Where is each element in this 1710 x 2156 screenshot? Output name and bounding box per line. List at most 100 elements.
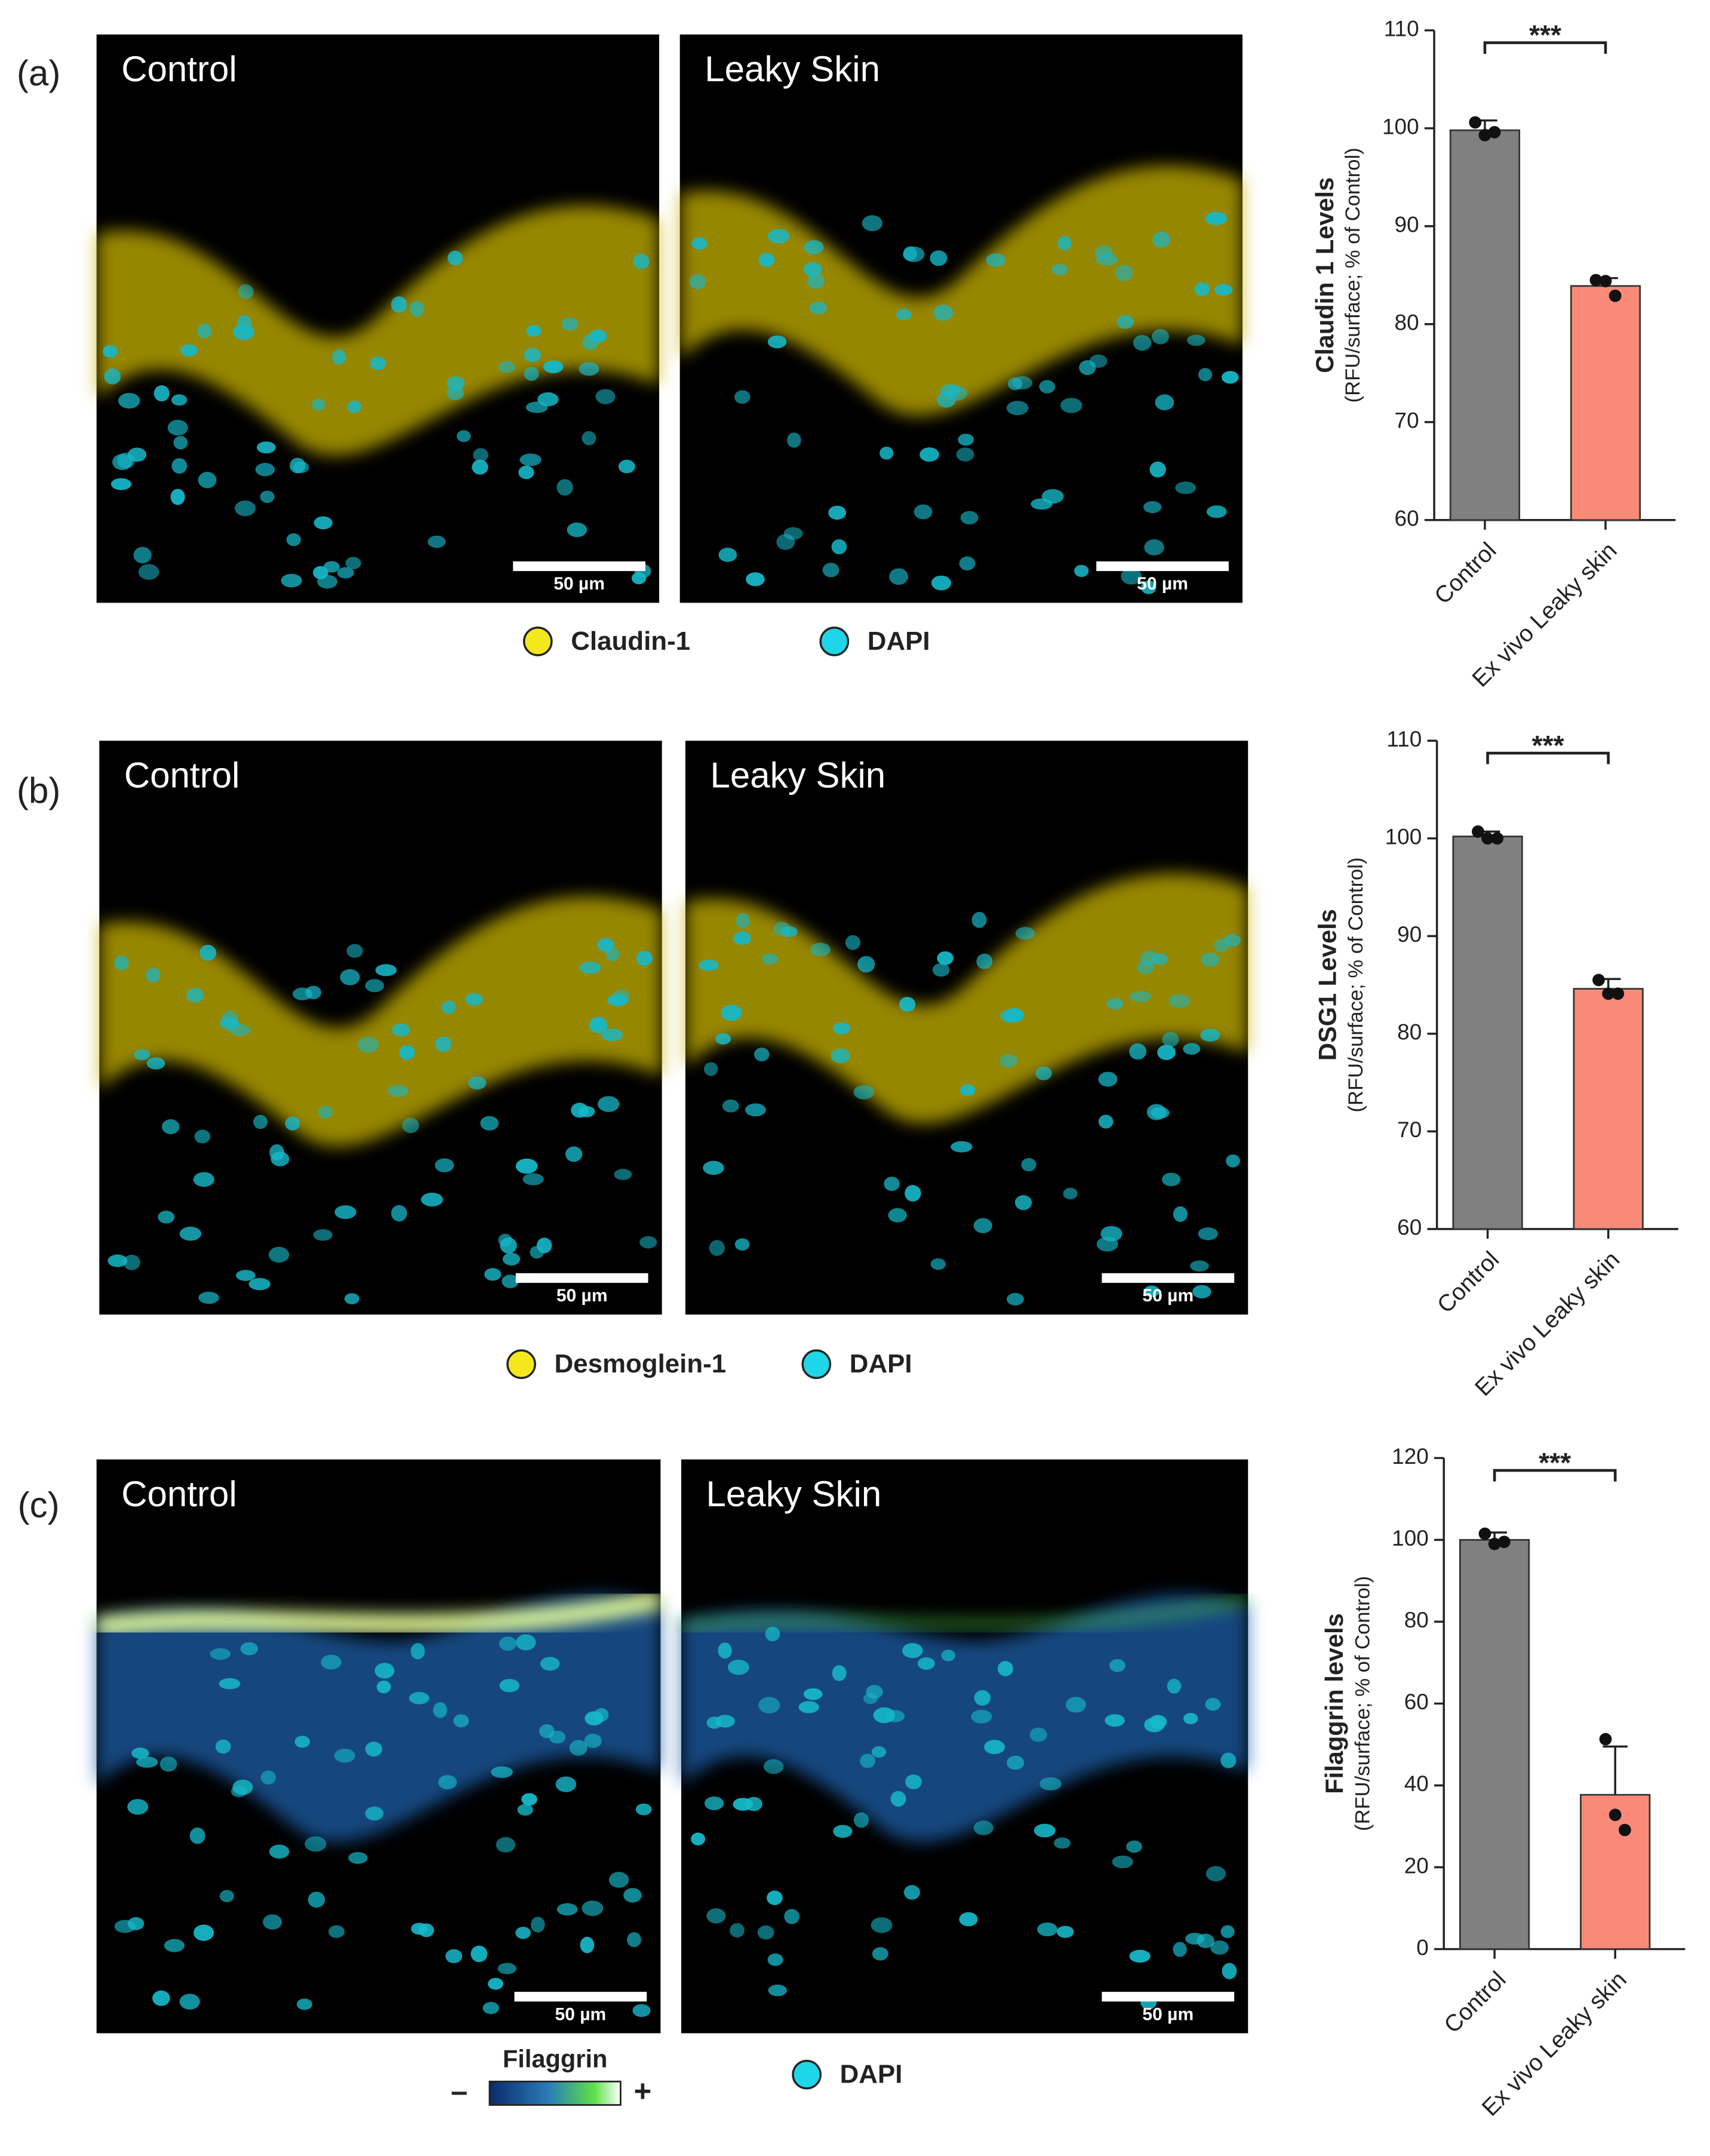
nucleus [984, 1740, 1005, 1755]
nucleus [1141, 581, 1157, 594]
y-tick-label: 80 [1395, 311, 1419, 335]
nucleus [783, 527, 803, 540]
y-tick-label: 20 [1404, 1853, 1429, 1878]
nucleus [618, 459, 635, 474]
y-tick-label: 60 [1397, 1215, 1422, 1240]
nucleus [334, 1205, 356, 1220]
nucleus [974, 1690, 991, 1706]
nucleus [828, 505, 847, 520]
nucleus [1194, 282, 1210, 296]
nucleus [269, 1844, 290, 1859]
data-point [1608, 289, 1622, 302]
nucleus [1015, 927, 1035, 940]
nucleus [605, 947, 620, 962]
nucleus [199, 944, 217, 961]
nucleus [321, 1654, 342, 1670]
nucleus [706, 1908, 726, 1924]
nucleus [1173, 1206, 1188, 1222]
nucleus [1021, 1158, 1037, 1172]
nucleus [579, 362, 599, 376]
nucleus [107, 1254, 128, 1267]
nucleus [773, 922, 791, 936]
nucleus [1106, 998, 1124, 1010]
nucleus [311, 398, 326, 411]
nucleus [103, 345, 118, 358]
nucleus [1096, 253, 1118, 266]
nucleus [117, 452, 135, 469]
nucleus [971, 911, 987, 928]
nucleus [722, 1099, 739, 1113]
nucleus [370, 356, 386, 370]
colorbar-title: Filaggrin [503, 2045, 607, 2073]
nucleus [1190, 1260, 1209, 1272]
nucleus [933, 305, 954, 321]
legend-label: Claudin-1 [571, 626, 690, 656]
nucleus [133, 546, 152, 564]
nucleus [293, 987, 313, 1000]
scale-bar-label: 50 µm [556, 1286, 608, 1306]
nucleus [219, 1678, 241, 1690]
nucleus [885, 1710, 905, 1722]
nucleus [914, 504, 933, 520]
nucleus [1221, 371, 1239, 384]
y-tick-label: 100 [1382, 115, 1419, 139]
data-point [1618, 1823, 1631, 1836]
data-point [1592, 973, 1605, 987]
nucleus [631, 572, 647, 585]
nucleus [1220, 1752, 1237, 1768]
nucleus [374, 1663, 395, 1679]
nucleus [1065, 1697, 1086, 1713]
nucleus [976, 953, 993, 969]
nucleus [482, 2001, 499, 2014]
micrograph-group [681, 1459, 1249, 2034]
nucleus [1173, 1942, 1187, 1957]
nucleus [1192, 1285, 1211, 1299]
nucleus [491, 1766, 513, 1778]
nucleus [833, 1825, 853, 1838]
y-tick-label: 60 [1404, 1690, 1429, 1714]
nucleus [582, 431, 596, 446]
micrograph-group [685, 741, 1248, 1315]
nucleus [1168, 994, 1191, 1008]
nucleus [798, 1701, 819, 1713]
nucleus [549, 1730, 566, 1744]
nucleus [1098, 1114, 1114, 1129]
nucleus [831, 1048, 850, 1064]
nucleus [530, 1917, 545, 1933]
nucleus [446, 386, 464, 401]
tissue-band [681, 1595, 1248, 1842]
nucleus [167, 419, 188, 436]
colorbar [488, 2080, 622, 2106]
tissue-band [685, 873, 1248, 1124]
nucleus [787, 432, 801, 448]
nucleus [733, 931, 751, 945]
image-label: Leaky Skin [706, 1474, 882, 1514]
nucleus [1205, 1697, 1221, 1711]
significance-label: *** [1532, 730, 1564, 761]
nucleus [1063, 1187, 1078, 1200]
nucleus [1149, 461, 1166, 478]
nucleus [410, 1643, 425, 1660]
nucleus [357, 1036, 379, 1053]
nucleus [194, 1129, 211, 1144]
nucleus [518, 465, 534, 480]
nucleus [1183, 1043, 1201, 1055]
nucleus [114, 1919, 136, 1933]
y-tick-label: 90 [1397, 922, 1422, 947]
scale-bar-label: 50 µm [555, 2004, 607, 2024]
nucleus [784, 1909, 800, 1924]
nucleus [703, 1062, 718, 1076]
data-point [1471, 825, 1484, 838]
nucleus [691, 237, 708, 250]
y-tick-label: 120 [1392, 1444, 1429, 1469]
nucleus [409, 301, 424, 317]
nucleus [1220, 1925, 1235, 1939]
nucleus [502, 1274, 519, 1288]
legend-label: Desmoglein-1 [554, 1349, 726, 1378]
nucleus [240, 1642, 259, 1656]
nucleus [220, 1890, 235, 1903]
nucleus [524, 348, 542, 363]
nucleus [971, 1709, 992, 1724]
nucleus [1187, 334, 1205, 346]
nucleus [348, 1851, 368, 1864]
